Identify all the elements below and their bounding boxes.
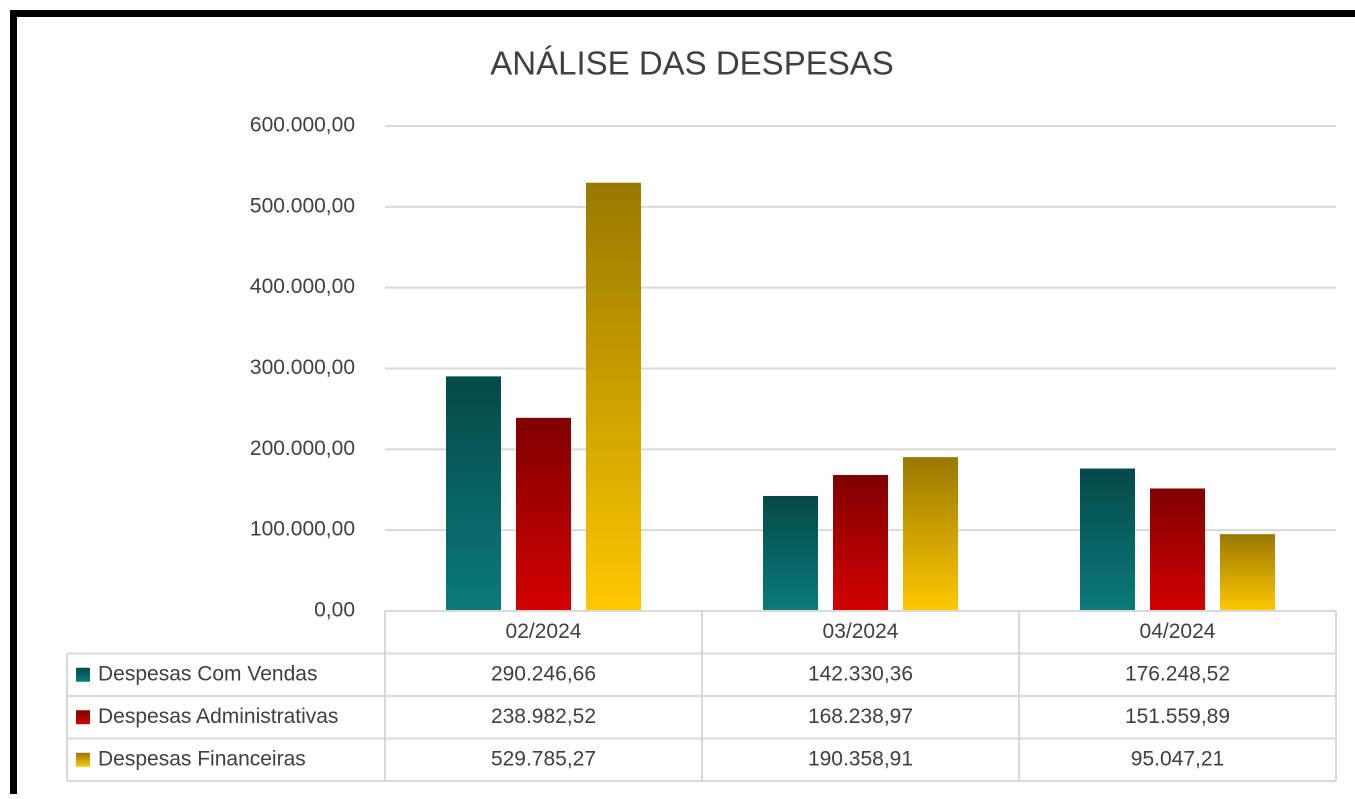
bar [1150, 488, 1205, 611]
legend-label: Despesas Com Vendas [98, 662, 317, 685]
bar [903, 457, 958, 611]
table-cell: 151.559,89 [1125, 705, 1230, 728]
table-cell: 168.238,97 [808, 705, 913, 728]
chart-title: ANÁLISE DAS DESPESAS [490, 45, 894, 82]
y-tick-label: 400.000,00 [250, 275, 355, 298]
y-tick-label: 600.000,00 [250, 114, 355, 137]
legend-label: Despesas Financeiras [98, 747, 306, 770]
legend-label: Despesas Administrativas [98, 705, 338, 728]
frame-left [10, 10, 17, 794]
bar [833, 475, 888, 611]
table-cell: 176.248,52 [1125, 662, 1230, 685]
bar [586, 182, 641, 612]
table-cell: 142.330,36 [808, 662, 913, 685]
x-tick-label: 03/2024 [823, 620, 899, 643]
legend-key [76, 667, 90, 682]
table-cell: 238.982,52 [491, 705, 596, 728]
bar [763, 495, 818, 611]
y-tick-label: 200.000,00 [250, 437, 355, 460]
frame-top [10, 10, 1355, 17]
table-cell: 290.246,66 [491, 662, 596, 685]
y-tick-label: 300.000,00 [250, 356, 355, 379]
y-tick-label: 0,00 [314, 599, 355, 622]
table-cell: 190.358,91 [808, 747, 913, 770]
y-tick-label: 100.000,00 [250, 518, 355, 541]
legend-key [76, 710, 90, 725]
x-tick-label: 04/2024 [1140, 620, 1216, 643]
bar [1080, 468, 1135, 611]
y-tick-label: 500.000,00 [250, 194, 355, 217]
table-cell: 95.047,21 [1131, 747, 1224, 770]
x-tick-label: 02/2024 [506, 620, 582, 643]
bar [1220, 534, 1275, 611]
legend-key [76, 752, 90, 767]
bar [446, 376, 501, 611]
table-cell: 529.785,27 [491, 747, 596, 770]
bar [516, 417, 571, 611]
